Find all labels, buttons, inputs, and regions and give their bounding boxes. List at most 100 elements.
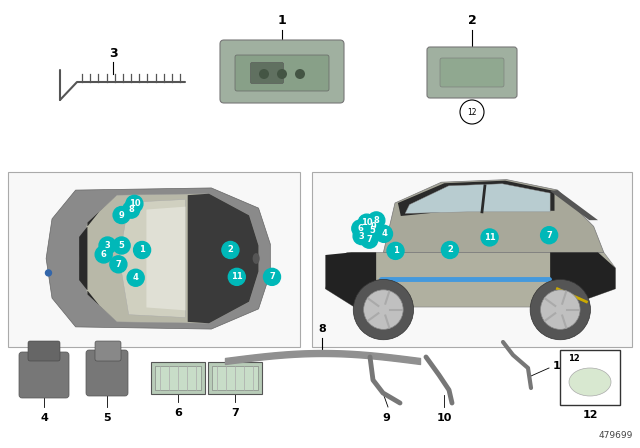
Text: 12: 12 <box>467 108 477 116</box>
Bar <box>560 350 620 405</box>
Circle shape <box>110 256 127 273</box>
Circle shape <box>45 270 51 276</box>
Circle shape <box>541 290 580 329</box>
Circle shape <box>126 195 143 212</box>
Bar <box>208 362 262 394</box>
Polygon shape <box>325 252 616 307</box>
Text: 1: 1 <box>139 246 145 254</box>
Circle shape <box>228 268 245 285</box>
Text: 3: 3 <box>359 232 364 241</box>
Circle shape <box>123 201 140 218</box>
Text: 11: 11 <box>484 233 495 242</box>
Circle shape <box>358 214 375 231</box>
Bar <box>151 362 205 394</box>
FancyBboxPatch shape <box>250 63 284 83</box>
FancyBboxPatch shape <box>86 350 128 396</box>
FancyBboxPatch shape <box>28 341 60 361</box>
Polygon shape <box>46 188 270 329</box>
Text: 10: 10 <box>436 413 452 423</box>
Text: 9: 9 <box>119 211 124 220</box>
Text: 9: 9 <box>371 222 376 231</box>
Polygon shape <box>405 184 550 213</box>
Text: 7: 7 <box>116 260 121 269</box>
Text: 10: 10 <box>361 218 372 227</box>
Text: 7: 7 <box>547 231 552 240</box>
Text: 479699: 479699 <box>598 431 633 440</box>
Polygon shape <box>79 195 117 322</box>
Circle shape <box>361 231 378 248</box>
Circle shape <box>368 212 385 229</box>
Polygon shape <box>550 190 598 220</box>
Text: 9: 9 <box>382 413 390 423</box>
Bar <box>155 366 201 390</box>
Circle shape <box>277 69 287 79</box>
Text: 5: 5 <box>118 241 125 250</box>
Polygon shape <box>550 252 616 307</box>
Text: 7: 7 <box>231 408 239 418</box>
Text: 10: 10 <box>129 199 140 208</box>
Text: 5: 5 <box>103 413 111 423</box>
Circle shape <box>387 242 404 259</box>
Text: 6: 6 <box>100 250 107 259</box>
Text: 5: 5 <box>369 226 376 235</box>
Circle shape <box>376 225 392 242</box>
Text: 7: 7 <box>269 272 275 281</box>
Text: 4: 4 <box>132 273 139 282</box>
FancyBboxPatch shape <box>220 40 344 103</box>
Text: 4: 4 <box>381 229 387 238</box>
Circle shape <box>364 222 381 239</box>
FancyBboxPatch shape <box>235 55 329 91</box>
Text: 1: 1 <box>392 246 399 255</box>
Bar <box>212 366 258 390</box>
Text: 1: 1 <box>278 14 286 27</box>
Circle shape <box>134 241 150 258</box>
Text: 2: 2 <box>227 246 234 254</box>
FancyBboxPatch shape <box>440 58 504 87</box>
Circle shape <box>481 229 498 246</box>
Text: 12: 12 <box>582 410 598 420</box>
Text: 2: 2 <box>468 14 476 27</box>
Circle shape <box>222 241 239 258</box>
Circle shape <box>442 241 458 258</box>
Circle shape <box>541 227 557 244</box>
FancyBboxPatch shape <box>19 352 69 398</box>
Circle shape <box>259 69 269 79</box>
Text: 6: 6 <box>174 408 182 418</box>
FancyBboxPatch shape <box>95 341 121 361</box>
Text: 8: 8 <box>374 216 379 225</box>
Circle shape <box>353 228 370 245</box>
Text: 7: 7 <box>367 235 372 244</box>
Circle shape <box>352 220 369 237</box>
Polygon shape <box>188 194 259 323</box>
FancyBboxPatch shape <box>427 47 517 98</box>
Text: 3: 3 <box>105 241 110 250</box>
Circle shape <box>264 268 280 285</box>
Circle shape <box>95 246 112 263</box>
Text: 4: 4 <box>40 413 48 423</box>
Circle shape <box>365 218 382 235</box>
Circle shape <box>113 207 130 224</box>
Text: 11: 11 <box>553 361 568 371</box>
Circle shape <box>364 290 403 329</box>
Text: 3: 3 <box>109 47 117 60</box>
Ellipse shape <box>253 253 260 264</box>
Polygon shape <box>383 180 604 252</box>
Circle shape <box>127 269 144 286</box>
Circle shape <box>353 280 413 340</box>
Polygon shape <box>398 181 554 216</box>
Polygon shape <box>79 194 259 323</box>
Text: 11: 11 <box>231 272 243 281</box>
Bar <box>8 172 300 347</box>
Text: 2: 2 <box>447 246 453 254</box>
Polygon shape <box>147 207 186 310</box>
Ellipse shape <box>569 368 611 396</box>
Text: 8: 8 <box>318 324 326 334</box>
Bar <box>312 172 632 347</box>
Polygon shape <box>325 252 376 307</box>
Circle shape <box>99 237 116 254</box>
Text: 12: 12 <box>568 354 580 363</box>
Polygon shape <box>119 199 186 318</box>
Circle shape <box>530 280 591 340</box>
Circle shape <box>113 237 130 254</box>
Text: 6: 6 <box>357 224 364 233</box>
